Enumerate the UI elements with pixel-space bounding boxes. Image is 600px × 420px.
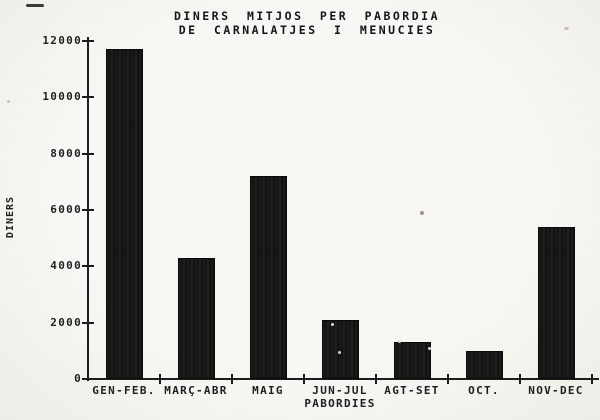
x-axis-line	[86, 378, 599, 380]
x-tick-label: JUN-JUL	[312, 384, 368, 397]
y-tick-label: 0	[74, 372, 82, 385]
bar-jun-jul	[321, 319, 359, 379]
scan-artifact	[564, 27, 569, 30]
x-axis-tick	[159, 374, 161, 384]
x-axis-tick	[519, 374, 521, 384]
x-axis-label: PABORDIES	[304, 397, 376, 410]
x-tick-label: AGT-SET	[384, 384, 440, 397]
y-axis-label: DINERS	[5, 195, 16, 239]
chart-title: DINERS MITJOS PER PABORDIA	[173, 9, 440, 23]
x-tick-label: GEN-FEB.	[92, 384, 156, 397]
scan-artifact	[398, 340, 401, 343]
y-tick-label: 10000	[42, 90, 82, 104]
y-axis-tick	[82, 378, 94, 380]
y-tick-label: 6000	[50, 203, 82, 216]
scan-artifact	[338, 351, 341, 354]
scan-artifact	[26, 4, 44, 7]
x-tick-label: NOV-DEC	[528, 384, 584, 397]
x-axis-tick	[231, 374, 233, 384]
y-axis-tick	[82, 209, 94, 211]
bar-oct	[465, 350, 503, 379]
bar-nov-dec	[537, 226, 575, 379]
x-tick-label: MARÇ-ABR	[164, 384, 228, 397]
x-axis-tick	[447, 374, 449, 384]
x-axis-tick	[303, 374, 305, 384]
bar-maig	[249, 176, 287, 379]
scan-artifact	[331, 323, 334, 326]
x-tick-label: OCT.	[468, 384, 500, 397]
scan-artifact	[428, 347, 431, 350]
y-tick-label: 2000	[50, 315, 82, 329]
x-tick-label: MAIG	[252, 384, 284, 397]
x-axis-tick	[591, 374, 593, 384]
x-axis-tick	[375, 374, 377, 384]
y-tick-label: 8000	[50, 146, 82, 160]
y-axis-tick	[82, 152, 94, 155]
bar-agt-set	[393, 342, 431, 379]
bar-mar-abr	[177, 257, 215, 379]
scan-artifact	[7, 100, 10, 103]
scan-artifact	[420, 211, 424, 215]
y-tick-label: 4000	[50, 259, 82, 273]
y-axis-tick	[82, 321, 94, 324]
y-axis-tick	[82, 96, 94, 99]
bar-gen-feb	[105, 49, 143, 379]
chart-subtitle: DE CARNALATJES I MENUCIES	[178, 23, 436, 37]
y-axis-tick	[82, 265, 94, 268]
y-tick-label: 12000	[42, 34, 82, 47]
y-axis-tick	[82, 40, 94, 42]
